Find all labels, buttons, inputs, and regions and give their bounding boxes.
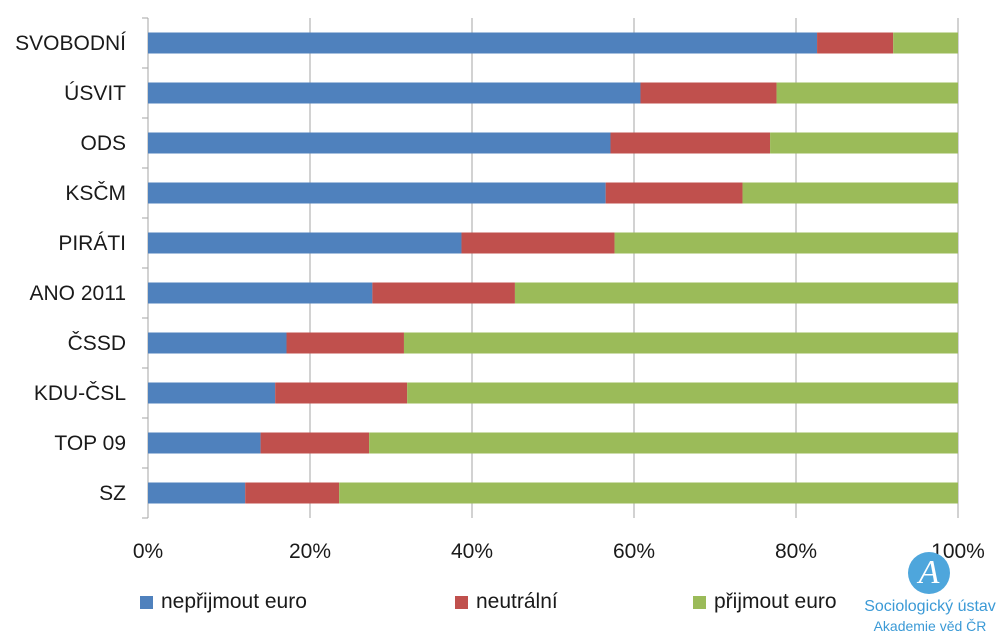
legend-label-neprijmout: nepřijmout euro (161, 590, 307, 613)
bar-segment-neprijmout (148, 482, 246, 504)
bar-segment-prijmout (339, 482, 958, 504)
legend-item-neprijmout: nepřijmout euro (140, 590, 307, 614)
legend-swatch-neprijmout (140, 595, 153, 609)
bar-segment-prijmout (514, 282, 958, 304)
bar-segment-neutralni (372, 282, 515, 304)
legend-item-prijmout: přijmout euro (693, 590, 837, 614)
x-tick-label: 60% (613, 540, 655, 563)
bar-segment-neutralni (461, 232, 615, 254)
bar-segment-neprijmout (148, 32, 818, 54)
bar-segment-neprijmout (148, 282, 373, 304)
legend-label-prijmout: přijmout euro (714, 590, 837, 613)
bar-segment-neutralni (260, 432, 370, 454)
x-tick-label: 0% (133, 540, 163, 563)
bar-segment-neutralni (245, 482, 340, 504)
bar-segment-neprijmout (148, 132, 611, 154)
bar-segment-neprijmout (148, 232, 462, 254)
legend-item-neutralni: neutrální (455, 590, 558, 614)
category-label: ÚSVIT (64, 82, 126, 105)
bar-segment-prijmout (742, 182, 958, 204)
bar-segment-neutralni (640, 82, 777, 104)
logo-circle-icon: A (908, 552, 950, 594)
bar-segment-neutralni (275, 382, 408, 404)
bar-segment-neutralni (286, 332, 404, 354)
bar-segment-prijmout (369, 432, 958, 454)
x-tick-label: 100% (931, 540, 985, 563)
category-label: SVOBODNÍ (15, 32, 126, 55)
institute-subtitle: Akademie věd ČR (873, 618, 987, 634)
x-tick-label: 80% (775, 540, 817, 563)
legend-label-neutralni: neutrální (476, 590, 558, 613)
bar-segment-prijmout (614, 232, 958, 254)
category-label: ČSSD (68, 332, 126, 355)
institute-name: Sociologický ústav (864, 598, 996, 615)
bar-segment-neprijmout (148, 82, 641, 104)
bar-segment-neutralni (605, 182, 743, 204)
legend-swatch-prijmout (693, 595, 706, 609)
bar-segment-prijmout (893, 32, 958, 54)
bar-segment-neutralni (817, 32, 894, 54)
x-tick-label: 20% (289, 540, 331, 563)
category-label: PIRÁTI (58, 232, 126, 255)
bar-segment-prijmout (776, 82, 958, 104)
bar-segment-prijmout (407, 382, 958, 404)
x-tick-label: 40% (451, 540, 493, 563)
bar-segment-prijmout (403, 332, 959, 354)
category-label: ODS (80, 132, 126, 155)
institute-logo: A Sociologický ústav Akademie věd ČR (860, 552, 1000, 640)
bar-segment-neprijmout (148, 332, 287, 354)
category-label: KSČM (65, 182, 126, 205)
logo-letter: A (918, 554, 940, 591)
category-label: TOP 09 (54, 432, 126, 455)
bar-segment-neprijmout (148, 432, 261, 454)
category-label: KDU-ČSL (34, 382, 126, 405)
legend-swatch-neutralni (455, 595, 468, 609)
bar-segment-neutralni (610, 132, 771, 154)
legend: nepřijmout euro neutrální přijmout euro (0, 590, 860, 630)
category-label: SZ (99, 482, 126, 505)
bar-segment-neprijmout (148, 382, 276, 404)
bar-segment-neprijmout (148, 182, 606, 204)
bar-segment-prijmout (770, 132, 958, 154)
category-label: ANO 2011 (30, 282, 127, 305)
